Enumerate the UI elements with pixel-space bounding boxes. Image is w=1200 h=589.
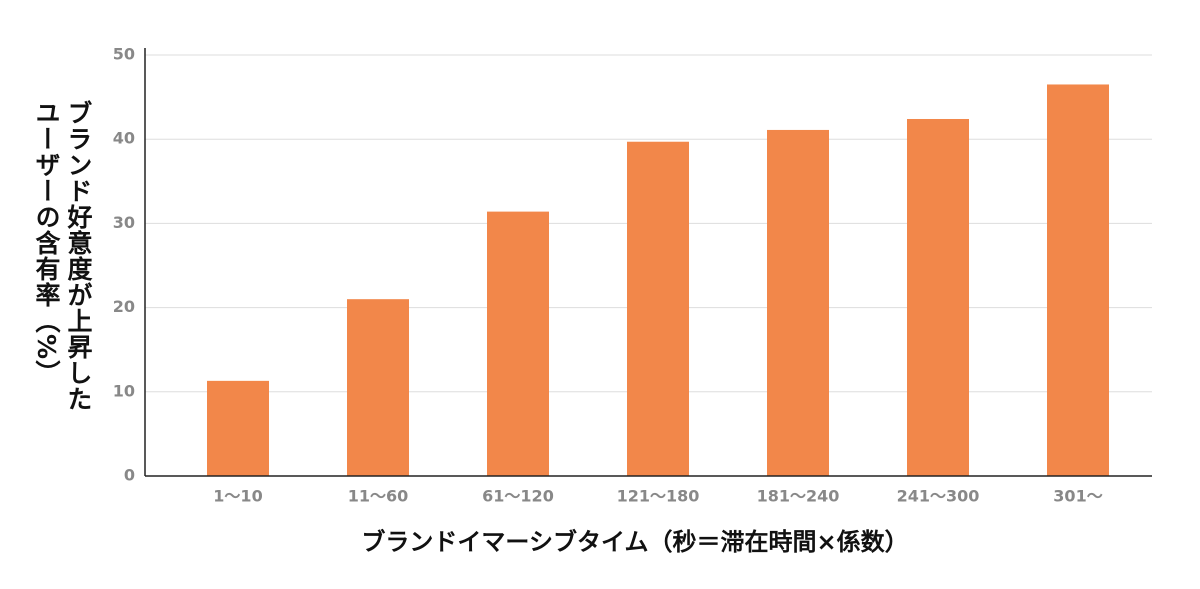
y-tick-label: 10: [113, 381, 135, 400]
x-tick-label: 181～240: [757, 487, 840, 506]
x-tick-label: 301～: [1053, 487, 1102, 506]
x-tick-label: 11～60: [348, 487, 409, 506]
x-tick-label: 1～10: [213, 487, 262, 506]
bar: [207, 380, 269, 476]
y-tick-label: 50: [113, 45, 135, 64]
y-tick-label: 40: [113, 129, 135, 148]
y-axis-label: ブランド好意度が上昇した: [64, 100, 93, 412]
y-axis-label: ユーザーの含有率（%）: [32, 100, 61, 387]
y-tick-label: 20: [113, 297, 135, 316]
x-tick-label: 121～180: [617, 487, 700, 506]
bar: [347, 299, 409, 476]
x-axis-label: ブランドイマーシブタイム（秒＝滞在時間×係数）: [361, 528, 908, 556]
y-tick-label: 0: [124, 466, 135, 485]
x-tick-label: 241～300: [897, 487, 980, 506]
bar: [627, 141, 689, 476]
bar: [907, 118, 969, 476]
bar: [767, 129, 829, 477]
bar: [487, 211, 549, 476]
y-tick-label: 30: [113, 213, 135, 232]
bar: [1047, 84, 1109, 476]
x-tick-label: 61～120: [482, 487, 554, 506]
